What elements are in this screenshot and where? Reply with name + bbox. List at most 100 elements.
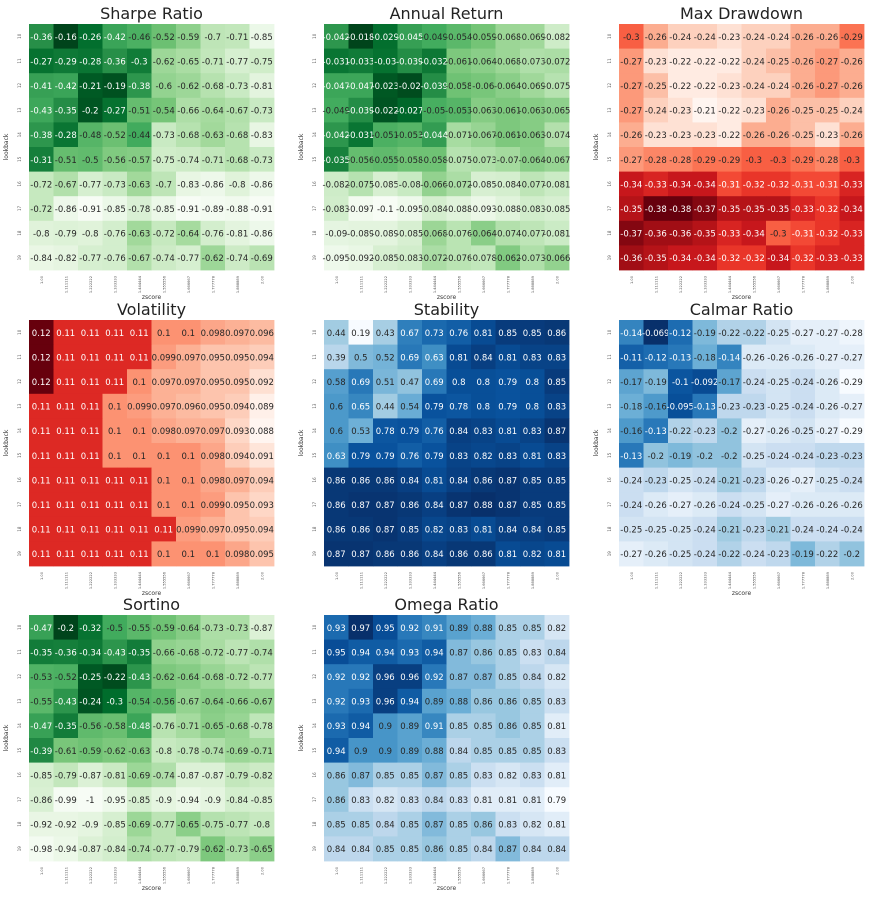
volatility-cell [200, 443, 226, 468]
sortino-title: Sortino [123, 595, 180, 614]
annual-return-cell-value: -0.088 [445, 205, 472, 215]
max-drawdown-cell [741, 122, 767, 148]
volatility-cell-value: 0.11 [105, 378, 124, 388]
stability-cell [422, 467, 447, 493]
stability-cell [495, 344, 521, 370]
max-drawdown-cell [766, 147, 791, 172]
calmar-ratio-cell [619, 369, 644, 395]
omega-ratio-y-tick: 10 [312, 624, 317, 630]
max-drawdown-cell [717, 48, 742, 74]
annual-return-cell [495, 147, 521, 172]
max-drawdown-cell [668, 196, 693, 222]
sortino-cell [53, 738, 79, 763]
calmar-ratio-cell [717, 541, 742, 567]
omega-ratio-cell-value: 0.9 [378, 722, 392, 732]
sharpe-ratio-cell-value: -0.31 [30, 156, 52, 166]
stability-cell-value: 0.85 [547, 501, 566, 511]
volatility-cell-value: 0.1 [132, 427, 146, 437]
volatility-cell [102, 541, 128, 567]
sortino-cell [102, 713, 128, 739]
omega-ratio-cell [422, 664, 447, 690]
max-drawdown-cell-value: -0.26 [792, 33, 814, 43]
sharpe-ratio-x-tick: 1.666667 [187, 276, 191, 293]
annual-return-cell-value: -0.095 [396, 205, 423, 215]
stability-cell [520, 344, 545, 370]
volatility-cell [176, 516, 201, 542]
volatility-cell [249, 516, 275, 542]
annual-return-cell [324, 171, 349, 197]
max-drawdown-cell [692, 147, 718, 172]
annual-return-heatmap: Annual Return-0.042-0.018-0.029-0.045-0.… [298, 4, 570, 301]
max-drawdown-cell [692, 122, 718, 148]
annual-return-cell [446, 245, 472, 271]
annual-return-cell-value: -0.042 [323, 33, 350, 43]
annual-return-cell-value: -0.061 [494, 107, 521, 117]
omega-ratio-cell-value: 0.85 [376, 845, 395, 855]
volatility-cell [127, 418, 152, 444]
annual-return-cell [544, 97, 570, 123]
sortino-cell-value: -0.32 [79, 624, 101, 634]
calmar-ratio-cell-value: -0.21 [718, 526, 740, 536]
annual-return-cell [397, 24, 423, 49]
volatility-cell-value: 0.096 [176, 403, 200, 413]
volatility-cell-value: 0.1 [157, 501, 171, 511]
stability-cell [397, 393, 423, 419]
stability-cell [373, 369, 398, 395]
sharpe-ratio-cell [102, 73, 128, 99]
calmar-ratio-x-tick: 1.00 [630, 571, 634, 580]
sharpe-ratio-cell-value: -0.91 [177, 205, 199, 215]
sortino-x-tick: 1.222222 [89, 867, 93, 884]
calmar-ratio-cell-value: -0.26 [743, 353, 765, 363]
calmar-ratio-x-tick: 1.222222 [679, 572, 683, 589]
max-drawdown-cell-value: -0.23 [816, 131, 838, 141]
omega-ratio-cell [520, 738, 545, 763]
sharpe-ratio-y-tick: 12 [17, 83, 22, 89]
sortino-cell [29, 811, 54, 837]
stability-cell [373, 443, 398, 468]
stability-cell [348, 467, 374, 493]
volatility-cell-value: 0.11 [56, 329, 75, 339]
stability-cell [471, 467, 496, 493]
max-drawdown-y-tick: 14 [607, 132, 612, 138]
calmar-ratio-cell [839, 369, 865, 395]
stability-cell [446, 467, 472, 493]
omega-ratio-cell [422, 615, 447, 640]
volatility-cell [78, 467, 103, 493]
calmar-ratio-cell [643, 418, 669, 444]
calmar-ratio-cell [619, 541, 644, 567]
annual-return-x-tick: 1.00 [335, 275, 339, 284]
annual-return-cell-value: -0.068 [494, 33, 521, 43]
max-drawdown-cell [766, 24, 791, 49]
stability-cell-value: 0.82 [474, 452, 493, 462]
sharpe-ratio-cell-value: -0.42 [55, 82, 77, 92]
calmar-ratio-cell [839, 541, 865, 567]
annual-return-cell-value: -0.072 [543, 57, 570, 67]
calmar-ratio-cell-value: -0.24 [767, 452, 789, 462]
sortino-cell [200, 713, 226, 739]
sortino-cell-value: -0.56 [153, 698, 175, 708]
sortino-cell-value: -0.65 [202, 722, 224, 732]
max-drawdown-cell-value: -0.33 [645, 180, 667, 190]
sharpe-ratio-cell [78, 48, 103, 74]
sortino-cell-value: -0.62 [104, 747, 126, 757]
calmar-ratio-cell-value: -0.27 [669, 501, 691, 511]
sortino-cell-value: -0.69 [128, 771, 150, 781]
volatility-cell-value: 0.1 [181, 501, 195, 511]
sharpe-ratio-cell [176, 196, 201, 222]
annual-return-cell-value: -0.064 [470, 57, 497, 67]
omega-ratio-cell [446, 762, 472, 788]
sortino-cell [102, 639, 128, 665]
stability-cell-value: 0.86 [449, 550, 468, 560]
max-drawdown-cell-value: -0.26 [767, 107, 789, 117]
calmar-ratio-cell-value: -0.23 [816, 452, 838, 462]
volatility-x-tick: 1.111111 [64, 572, 68, 589]
sharpe-ratio-cell [151, 171, 177, 197]
volatility-y-tick: 14 [17, 428, 22, 434]
sortino-cell-value: -0.68 [202, 673, 224, 683]
max-drawdown-cell [619, 147, 644, 172]
annual-return-y-tick: 11 [312, 58, 317, 64]
max-drawdown-cell [839, 196, 865, 222]
calmar-ratio-x-tick: 1.555556 [752, 571, 756, 589]
calmar-ratio-cell [815, 344, 840, 370]
max-drawdown-cell-value: -0.26 [841, 82, 863, 92]
